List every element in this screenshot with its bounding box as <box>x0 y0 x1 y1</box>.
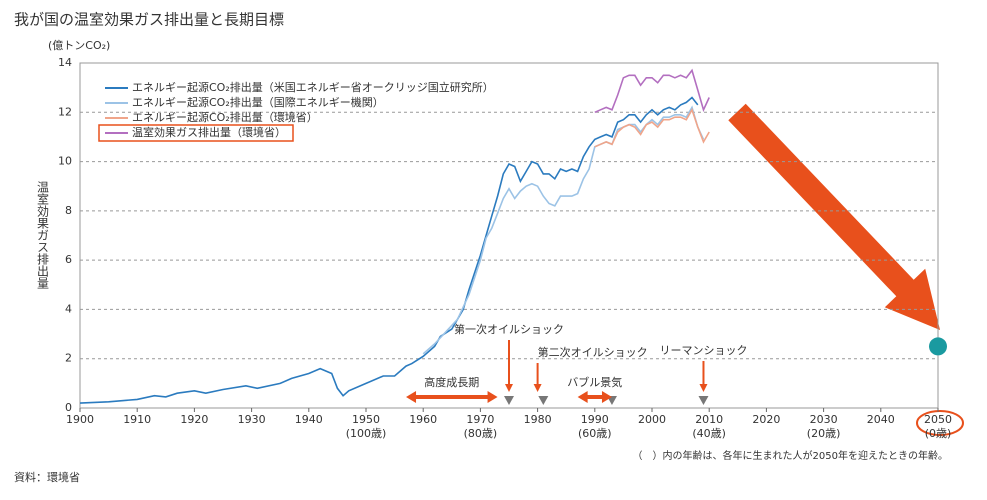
chart-title: 我が国の温室効果ガス排出量と長期目標 <box>14 11 284 29</box>
event-marker <box>538 396 549 405</box>
y-tick-label: 6 <box>65 253 72 266</box>
x-tick-label: 2030 <box>810 413 838 426</box>
x-tick-label: 1980 <box>524 413 552 426</box>
x-tick-label: 2000 <box>638 413 666 426</box>
arrow-head <box>505 384 513 392</box>
event-marker <box>504 396 514 405</box>
target-point <box>929 337 947 356</box>
y-tick-label: 10 <box>58 155 72 168</box>
x-tick-label: 1930 <box>238 413 266 426</box>
x-sublabel: (100歳) <box>346 427 387 440</box>
arrow-head <box>601 391 612 403</box>
x-sublabel: (0歳) <box>925 427 952 440</box>
source: 資料：環境省 <box>14 470 80 484</box>
arrow-head <box>533 384 542 392</box>
x-tick-label: 2050 <box>924 413 952 426</box>
y-tick-label: 14 <box>58 56 72 69</box>
y-unit: (億トンCO₂) <box>48 39 110 52</box>
y-axis-label: 温室効果ガス排出量 <box>36 181 50 289</box>
series-line <box>422 105 705 355</box>
legend-label: エネルギー起源CO₂排出量（国際エネルギー機関） <box>132 95 384 109</box>
event-marker <box>698 396 709 405</box>
x-tick-label: 1970 <box>466 413 494 426</box>
legend-highlight <box>98 124 294 142</box>
x-tick-label: 2010 <box>695 413 723 426</box>
x-sublabel: (60歳) <box>578 427 612 440</box>
x-tick-label: 1950 <box>352 413 380 426</box>
trend-arrow <box>728 103 940 330</box>
x-tick-label: 2040 <box>867 413 895 426</box>
arrow-head <box>699 384 708 392</box>
arrow-head <box>577 391 588 403</box>
x-tick-label: 2020 <box>752 413 780 426</box>
annotation-label: バブル景気 <box>567 375 622 389</box>
series-line <box>594 68 710 114</box>
y-tick-label: 0 <box>65 401 72 414</box>
y-tick-label: 2 <box>65 352 72 365</box>
series-line <box>79 96 699 404</box>
arrow-head <box>406 391 417 403</box>
y-tick-label: 8 <box>65 204 72 217</box>
x-tick-label: 1910 <box>123 413 151 426</box>
y-tick-label: 12 <box>58 105 72 118</box>
target-year-circle <box>916 410 964 436</box>
x-sublabel: (20歳) <box>807 427 841 440</box>
x-tick-label: 1960 <box>409 413 437 426</box>
series-line <box>594 107 710 148</box>
y-tick-label: 4 <box>65 302 72 315</box>
x-tick-label: 1940 <box>295 413 323 426</box>
legend-label: 温室効果ガス排出量（環境省） <box>132 125 286 139</box>
annotation-label: 第一次オイルショック <box>454 322 564 336</box>
legend-label: エネルギー起源CO₂排出量（米国エネルギー省オークリッジ国立研究所） <box>132 80 494 94</box>
arrow-head <box>487 391 498 403</box>
x-tick-label: 1900 <box>66 413 94 426</box>
legend-label: エネルギー起源CO₂排出量（環境省） <box>132 110 318 124</box>
x-tick-label: 1990 <box>581 413 609 426</box>
x-sublabel: (80歳) <box>464 427 498 440</box>
x-sublabel: (40歳) <box>692 427 726 440</box>
annotation-label: 第二次オイルショック <box>538 345 648 359</box>
x-tick-label: 1920 <box>180 413 208 426</box>
note: （ ）内の年齢は、各年に生まれた人が2050年を迎えたときの年齢。 <box>633 449 948 462</box>
annotation-label: 高度成長期 <box>424 375 479 389</box>
annotation-label: リーマンショック <box>659 344 747 357</box>
